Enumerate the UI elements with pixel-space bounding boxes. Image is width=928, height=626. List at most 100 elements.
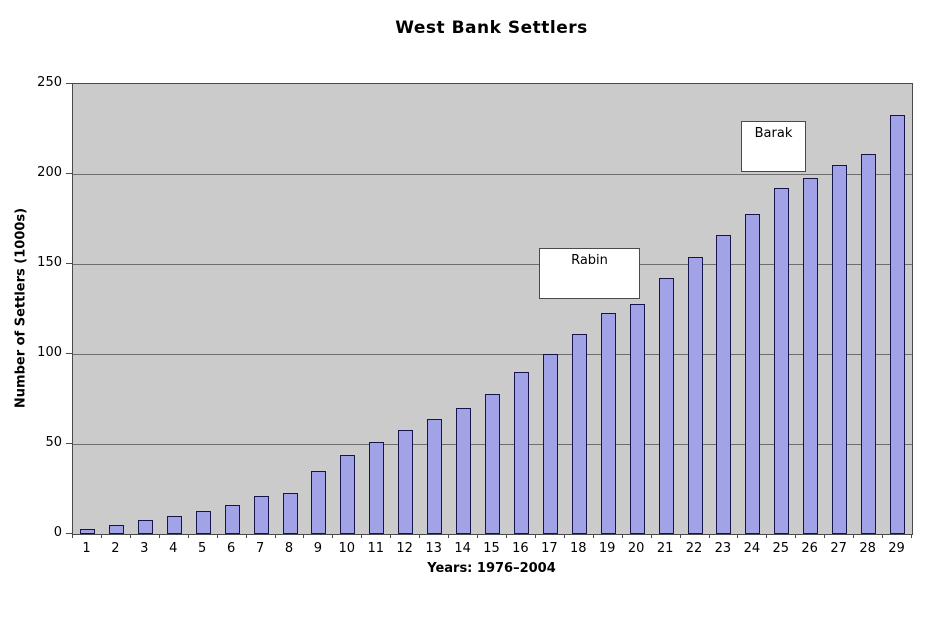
x-tick-mark-16 <box>534 534 536 538</box>
x-tick-mark-25 <box>795 534 797 538</box>
y-tick-mark-50 <box>66 443 72 444</box>
x-tick-mark-13 <box>448 534 450 538</box>
x-tick-mark-3 <box>158 534 160 538</box>
x-tick-mark-27 <box>853 534 855 538</box>
bar-year-2 <box>108 525 124 534</box>
x-tick-mark-19 <box>621 534 623 538</box>
x-tick-label-20: 20 <box>627 541 645 556</box>
y-tick-mark-0 <box>66 533 72 534</box>
x-tick-mark-17 <box>563 534 565 538</box>
x-tick-mark-28 <box>882 534 884 538</box>
y-tick-label-50: 50 <box>45 435 62 450</box>
bar-year-4 <box>166 516 182 534</box>
y-tick-label-0: 0 <box>53 525 62 540</box>
bar-year-18 <box>571 334 587 534</box>
x-tick-label-14: 14 <box>454 541 471 556</box>
y-tick-mark-100 <box>66 353 72 354</box>
bar-year-27 <box>832 165 848 534</box>
gridline-200 <box>73 174 912 175</box>
x-tick-mark-20 <box>650 534 652 538</box>
bar-year-15 <box>485 393 500 534</box>
x-tick-label-4: 4 <box>169 541 178 556</box>
x-tick-mark-29 <box>911 534 912 538</box>
gridline-150 <box>73 264 912 265</box>
x-tick-mark-23 <box>737 534 739 538</box>
y-tick-label-150: 150 <box>37 255 62 270</box>
x-tick-label-1: 1 <box>82 541 91 556</box>
x-tick-mark-4 <box>187 534 189 538</box>
y-tick-label-250: 250 <box>37 75 62 90</box>
x-tick-label-23: 23 <box>714 541 732 556</box>
x-tick-label-15: 15 <box>483 541 500 556</box>
x-tick-mark-8 <box>303 534 305 538</box>
x-tick-mark-10 <box>361 534 363 538</box>
x-tick-label-8: 8 <box>284 541 294 556</box>
bar-year-25 <box>774 188 790 534</box>
x-tick-mark-26 <box>824 534 826 538</box>
bar-year-19 <box>600 312 616 534</box>
x-tick-label-29: 29 <box>888 541 905 556</box>
bar-year-28 <box>861 154 877 534</box>
x-tick-label-7: 7 <box>255 541 265 556</box>
x-tick-mark-0 <box>72 534 73 538</box>
x-axis-tick-labels: 1 2 3 4 5 6 7 8 9 10 11 12 13 14 15 16 17 18 19 20 21 22 23 24 2… <box>72 541 911 557</box>
x-tick-label-21: 21 <box>656 541 674 556</box>
bar-year-12 <box>398 429 414 534</box>
bar-year-8 <box>282 492 298 534</box>
x-tick-label-11: 11 <box>367 541 385 556</box>
y-tick-mark-150 <box>66 263 72 264</box>
bar-year-3 <box>137 519 153 534</box>
x-axis-title: Years: 1976–2004 <box>427 561 556 576</box>
x-tick-mark-5 <box>216 534 218 538</box>
bar-year-10 <box>340 454 356 534</box>
x-tick-label-10: 10 <box>338 541 356 556</box>
x-tick-label-9: 9 <box>313 541 323 556</box>
x-tick-label-6: 6 <box>226 541 236 556</box>
bar-year-21 <box>658 278 674 534</box>
x-tick-mark-24 <box>766 534 768 538</box>
y-tick-mark-200 <box>66 173 72 174</box>
bar-year-1 <box>80 528 95 534</box>
y-axis-tick-labels: 0 50 100 150 200 250 <box>0 75 62 540</box>
bar-year-23 <box>716 235 732 534</box>
x-axis-tick-marks <box>72 534 913 539</box>
bar-year-7 <box>253 496 269 534</box>
bar-year-22 <box>687 256 703 534</box>
bar-year-5 <box>195 510 211 534</box>
x-tick-label-3: 3 <box>140 541 149 556</box>
bar-year-14 <box>456 408 472 534</box>
annotation-barak: Barak <box>741 121 806 172</box>
y-axis-tick-marks <box>66 83 72 534</box>
x-tick-mark-2 <box>129 534 131 538</box>
x-tick-mark-6 <box>245 534 247 538</box>
x-tick-label-5: 5 <box>198 541 207 556</box>
plot-area: Rabin Barak <box>72 83 913 535</box>
annotation-rabin: Rabin <box>539 248 640 299</box>
x-tick-label-27: 27 <box>830 541 847 556</box>
chart-title: West Bank Settlers <box>395 18 588 38</box>
x-tick-mark-15 <box>506 534 507 538</box>
bar-year-16 <box>513 372 529 534</box>
y-tick-mark-250 <box>66 83 72 84</box>
x-tick-label-25: 25 <box>772 541 790 556</box>
x-tick-mark-18 <box>592 534 594 538</box>
x-tick-label-22: 22 <box>685 541 703 556</box>
x-tick-label-13: 13 <box>425 541 442 556</box>
bar-year-20 <box>629 303 645 534</box>
x-tick-mark-12 <box>419 534 421 538</box>
x-tick-label-19: 19 <box>598 541 616 556</box>
bar-year-29 <box>890 114 905 534</box>
x-tick-label-2: 2 <box>111 541 120 556</box>
y-tick-label-200: 200 <box>37 165 62 180</box>
x-tick-label-12: 12 <box>396 541 413 556</box>
x-tick-mark-14 <box>477 534 478 538</box>
bar-year-17 <box>542 354 558 534</box>
bar-year-24 <box>745 213 761 534</box>
x-tick-mark-7 <box>274 534 276 538</box>
x-tick-label-16: 16 <box>512 541 529 556</box>
bar-year-26 <box>803 177 819 534</box>
bar-year-9 <box>311 471 327 534</box>
bar-year-6 <box>224 505 240 534</box>
x-tick-mark-1 <box>100 534 102 538</box>
